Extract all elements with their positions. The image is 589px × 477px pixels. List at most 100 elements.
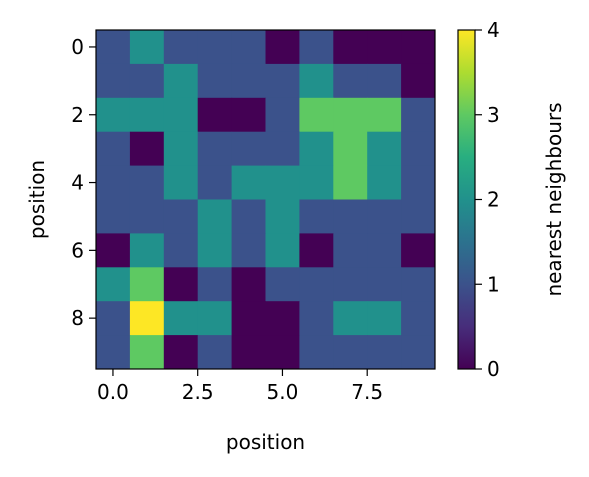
heatmap-cell-r1-c7 <box>333 63 368 99</box>
heatmap-cell-r8-c4 <box>231 301 266 336</box>
heatmap-cell-r3-c7 <box>333 131 368 167</box>
heatmap-cell-r5-c7 <box>333 199 368 234</box>
heatmap-cell-r2-c5 <box>265 97 300 133</box>
heatmap-cell-r2-c8 <box>367 97 402 133</box>
heatmap-cell-r0-c4 <box>231 30 266 65</box>
heatmap-cell-r4-c3 <box>197 165 233 200</box>
heatmap-cell-r8-c9 <box>401 301 436 336</box>
heatmap-cell-r7-c3 <box>197 267 233 302</box>
colorbar-tick-label: 0 <box>487 357 500 381</box>
heatmap-cell-r3-c2 <box>163 131 199 167</box>
heatmap-cell-r3-c1 <box>129 131 165 167</box>
heatmap-cell-r2-c9 <box>401 97 436 133</box>
heatmap-cell-r9-c2 <box>163 335 199 370</box>
colorbar-tick-label: 1 <box>487 272 500 296</box>
heatmap-cell-r8-c6 <box>299 301 334 336</box>
heatmap-cell-r7-c8 <box>367 267 402 302</box>
heatmap-cell-r4-c1 <box>129 165 165 200</box>
heatmap-cell-r1-c4 <box>231 63 266 99</box>
heatmap-cell-r1-c2 <box>163 63 199 99</box>
heatmap-cell-r6-c5 <box>265 233 300 268</box>
heatmap-cell-r7-c2 <box>163 267 199 302</box>
heatmap-cell-r6-c7 <box>333 233 368 268</box>
heatmap-cell-r4-c5 <box>265 165 300 200</box>
heatmap-cell-r5-c1 <box>129 199 165 234</box>
heatmap-cell-r0-c8 <box>367 30 402 65</box>
heatmap-cell-r0-c1 <box>129 30 165 65</box>
heatmap-cell-r8-c0 <box>96 301 131 336</box>
heatmap-cell-r9-c0 <box>96 335 131 370</box>
colorbar-tick-label: 2 <box>487 188 500 212</box>
heatmap-cell-r5-c3 <box>197 199 233 234</box>
heatmap-cell-r5-c6 <box>299 199 334 234</box>
heatmap-cell-r9-c4 <box>231 335 266 370</box>
heatmap-cell-r3-c6 <box>299 131 334 167</box>
heatmap-cell-r4-c7 <box>333 165 368 200</box>
heatmap-cell-r6-c0 <box>96 233 131 268</box>
heatmap-cell-r0-c9 <box>401 30 436 65</box>
heatmap-cells <box>96 30 436 370</box>
heatmap-cell-r5-c2 <box>163 199 199 234</box>
y-axis: 0 2 4 6 8 <box>71 35 96 330</box>
heatmap-cell-r4-c4 <box>231 165 266 200</box>
colorbar-axis: 0 1 2 3 4 <box>475 18 500 381</box>
heatmap-cell-r1-c0 <box>96 63 131 99</box>
colorbar-label: nearest neighbours <box>542 102 566 296</box>
plot-frame <box>95 29 436 370</box>
heatmap-cell-r1-c6 <box>299 63 334 99</box>
heatmap-cell-r7-c9 <box>401 267 436 302</box>
colorbar-tick-label: 4 <box>487 18 500 42</box>
heatmap-cell-r4-c2 <box>163 165 199 200</box>
heatmap-cell-r7-c7 <box>333 267 368 302</box>
heatmap-cell-r4-c6 <box>299 165 334 200</box>
heatmap-cell-r3-c9 <box>401 131 436 167</box>
heatmap-cell-r0-c3 <box>197 30 233 65</box>
heatmap-cell-r5-c5 <box>265 199 300 234</box>
heatmap-cell-r6-c6 <box>299 233 334 268</box>
heatmap-cell-r0-c5 <box>265 30 300 65</box>
heatmap-cell-r9-c7 <box>333 335 368 370</box>
x-axis: 0.0 2.5 5.0 7.5 <box>97 369 383 404</box>
heatmap-cell-r6-c1 <box>129 233 165 268</box>
heatmap-cell-r2-c2 <box>163 97 199 133</box>
heatmap-cell-r7-c5 <box>265 267 300 302</box>
heatmap-cell-r0-c0 <box>96 30 131 65</box>
heatmap-cell-r2-c3 <box>197 97 233 133</box>
heatmap-cell-r9-c1 <box>129 335 165 370</box>
y-tick-label: 8 <box>71 306 84 330</box>
heatmap-cell-r1-c9 <box>401 63 436 99</box>
heatmap-cell-r3-c8 <box>367 131 402 167</box>
heatmap-cell-r1-c1 <box>129 63 165 99</box>
heatmap-cell-r8-c1 <box>129 301 165 336</box>
heatmap-cell-r8-c7 <box>333 301 368 336</box>
heatmap-cell-r3-c4 <box>231 131 266 167</box>
y-tick-label: 6 <box>71 238 84 262</box>
heatmap-cell-r4-c0 <box>96 165 131 200</box>
heatmap-cell-r1-c5 <box>265 63 300 99</box>
heatmap-cell-r9-c9 <box>401 335 436 370</box>
x-tick-label: 0.0 <box>97 380 129 404</box>
heatmap-cell-r0-c7 <box>333 30 368 65</box>
heatmap-cell-r0-c2 <box>163 30 199 65</box>
heatmap-cell-r6-c2 <box>163 233 199 268</box>
heatmap-cell-r6-c3 <box>197 233 233 268</box>
heatmap-cell-r5-c0 <box>96 199 131 234</box>
heatmap-cell-r6-c4 <box>231 233 266 268</box>
heatmap-cell-r4-c8 <box>367 165 402 200</box>
y-tick-label: 4 <box>71 171 84 195</box>
heatmap-cell-r2-c4 <box>231 97 266 133</box>
y-tick-label: 0 <box>71 35 84 59</box>
heatmap-cell-r2-c1 <box>129 97 165 133</box>
colorbar <box>458 30 475 369</box>
heatmap-cell-r7-c6 <box>299 267 334 302</box>
x-axis-title: position <box>226 430 305 454</box>
heatmap-cell-r8-c8 <box>367 301 402 336</box>
heatmap-cell-r1-c3 <box>197 63 233 99</box>
heatmap-cell-r8-c2 <box>163 301 199 336</box>
heatmap-cell-r6-c8 <box>367 233 402 268</box>
heatmap-cell-r3-c3 <box>197 131 233 167</box>
heatmap-cell-r9-c3 <box>197 335 233 370</box>
heatmap-cell-r3-c5 <box>265 131 300 167</box>
x-tick-label: 7.5 <box>351 380 383 404</box>
